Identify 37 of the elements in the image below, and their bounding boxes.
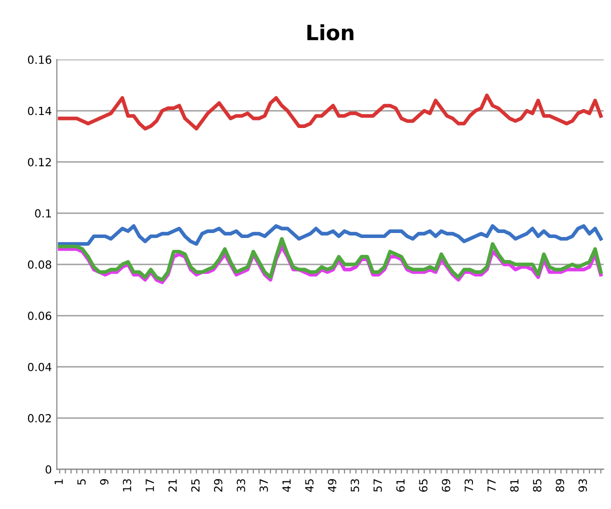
x-tick-label: 89: [556, 479, 564, 492]
y-tick-label: 0.04: [28, 362, 52, 372]
x-tick-label: 1: [54, 479, 63, 484]
x-tick-label: 81: [510, 479, 519, 492]
y-tick-label: 0.14: [28, 106, 52, 116]
y-tick-label: 0: [46, 465, 52, 474]
y-tick-label: 0.08: [28, 260, 52, 269]
x-tick-label: 93: [578, 479, 587, 492]
x-tick-label: 53: [350, 479, 360, 492]
y-tick-label: 0.12: [28, 158, 51, 166]
line-series: [58, 94, 603, 130]
x-tick-label: 49: [328, 479, 336, 492]
line-series: [58, 237, 603, 282]
y-tick-label: 0.16: [28, 56, 52, 64]
x-tick-label: 61: [396, 479, 405, 492]
x-tick-label: 41: [282, 479, 291, 492]
x-tick-label: 65: [419, 479, 428, 492]
y-tick-label: 0.1: [35, 209, 51, 218]
x-tick-label: 33: [236, 479, 246, 492]
x-tick-label: 37: [260, 479, 268, 492]
chart-title: Lion: [307, 24, 354, 40]
x-tick-label: 5: [77, 479, 86, 485]
x-tick-label: 85: [532, 479, 542, 492]
y-tick-label: 0.02: [28, 414, 51, 422]
x-tick-label: 17: [146, 479, 154, 492]
y-tick-label: 0.06: [28, 312, 52, 320]
x-tick-label: 29: [214, 479, 222, 492]
x-tick-label: 73: [464, 479, 474, 492]
x-tick-label: 21: [168, 479, 177, 492]
x-tick-label: 9: [100, 479, 108, 485]
x-tick-label: 13: [122, 479, 132, 492]
x-tick-label: 77: [488, 479, 496, 492]
line-series: [58, 224, 603, 246]
x-tick-label: 45: [305, 479, 314, 492]
x-tick-label: 57: [374, 479, 382, 492]
x-tick-label: 69: [442, 479, 450, 492]
x-tick-label: 25: [191, 479, 200, 492]
